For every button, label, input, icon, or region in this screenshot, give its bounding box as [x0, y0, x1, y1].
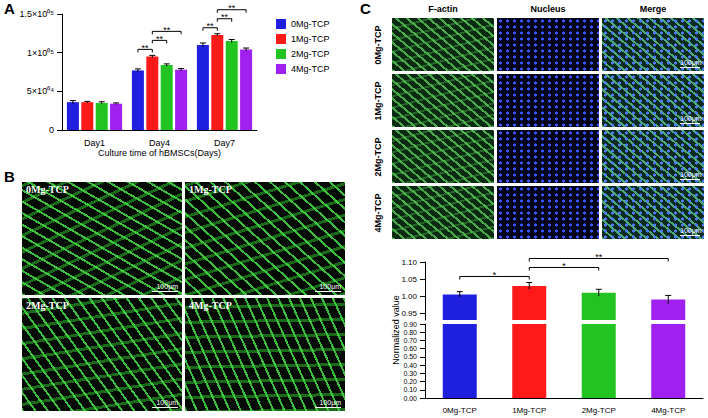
svg-text:0: 0	[49, 125, 54, 135]
svg-text:0.00: 0.00	[403, 395, 417, 402]
svg-text:1.10: 1.10	[401, 258, 417, 267]
html-text:100μm: 100μm	[680, 115, 702, 122]
html-text:0Mg-TCP: 0Mg-TCP	[373, 25, 383, 64]
svg-text:1.5×10⁰⁵: 1.5×10⁰⁵	[19, 9, 54, 19]
svg-text:Culture time of hBMSCs(Days): Culture time of hBMSCs(Days)	[98, 148, 221, 158]
html-text:A: A	[4, 0, 15, 17]
svg-text:0.50: 0.50	[403, 353, 417, 360]
html-text:100μm: 100μm	[680, 171, 702, 178]
html-text:100μm: 100μm	[680, 59, 702, 66]
svg-text:5×10⁰⁴: 5×10⁰⁴	[27, 86, 54, 96]
svg-text:0Mg-TCP: 0Mg-TCP	[443, 406, 477, 415]
svg-text:*: *	[562, 261, 566, 271]
svg-text:2Mg-TCP: 2Mg-TCP	[291, 49, 330, 59]
svg-text:0.30: 0.30	[403, 370, 417, 377]
html-text:100μm: 100μm	[156, 283, 178, 290]
html-text:4Mg-TCP: 4Mg-TCP	[189, 300, 232, 311]
html-text:C: C	[360, 0, 371, 17]
html-text:F-actin: F-actin	[428, 4, 458, 14]
html-text:2Mg-TCP: 2Mg-TCP	[26, 300, 69, 311]
svg-text:**: **	[207, 21, 215, 31]
html-text:100μm: 100μm	[319, 399, 341, 406]
html-text:Nucleus: Nucleus	[530, 4, 566, 14]
svg-text:4Mg-TCP: 4Mg-TCP	[291, 64, 330, 74]
html-text:4Mg-TCP: 4Mg-TCP	[373, 193, 383, 232]
html-text:1Mg-TCP: 1Mg-TCP	[189, 184, 232, 195]
html-text:100μm: 100μm	[680, 227, 702, 234]
svg-text:Day7: Day7	[214, 138, 235, 148]
svg-text:Day1: Day1	[84, 138, 105, 148]
html-text:B: B	[4, 168, 15, 185]
html-text:100μm: 100μm	[319, 283, 341, 290]
svg-text:0.70: 0.70	[403, 337, 417, 344]
svg-text:Day4: Day4	[149, 138, 170, 148]
svg-text:**: **	[142, 43, 150, 53]
svg-text:1Mg-TCP: 1Mg-TCP	[512, 406, 546, 415]
svg-text:0.95: 0.95	[401, 309, 417, 318]
svg-text:0.10: 0.10	[403, 386, 417, 393]
svg-text:*: *	[493, 270, 497, 280]
svg-text:1×10⁰⁵: 1×10⁰⁵	[27, 48, 54, 58]
svg-text:0Mg-TCP: 0Mg-TCP	[291, 19, 330, 29]
svg-text:**: **	[595, 252, 603, 262]
svg-text:1.00: 1.00	[401, 292, 417, 301]
html-text:1Mg-TCP: 1Mg-TCP	[373, 81, 383, 120]
svg-text:1Mg-TCP: 1Mg-TCP	[291, 34, 330, 44]
html-text:100μm: 100μm	[156, 399, 178, 406]
svg-text:0.60: 0.60	[403, 345, 417, 352]
html-text:0Mg-TCP: 0Mg-TCP	[26, 184, 69, 195]
svg-text:**: **	[221, 12, 229, 22]
html-text:Merge: Merge	[639, 4, 667, 14]
svg-text:0.20: 0.20	[403, 378, 417, 385]
svg-text:1.05: 1.05	[401, 275, 417, 284]
html-text:2Mg-TCP: 2Mg-TCP	[373, 137, 383, 176]
svg-text:0.80: 0.80	[403, 329, 417, 336]
svg-text:**: **	[163, 25, 171, 35]
svg-text:0.40: 0.40	[403, 362, 417, 369]
svg-text:2Mg-TCP: 2Mg-TCP	[582, 406, 616, 415]
svg-text:4Mg-TCP: 4Mg-TCP	[651, 406, 685, 415]
svg-text:**: **	[228, 3, 236, 13]
svg-text:**: **	[156, 34, 164, 44]
svg-text:0.90: 0.90	[403, 321, 417, 328]
html-text:Normalized value: Normalized value	[391, 295, 401, 365]
